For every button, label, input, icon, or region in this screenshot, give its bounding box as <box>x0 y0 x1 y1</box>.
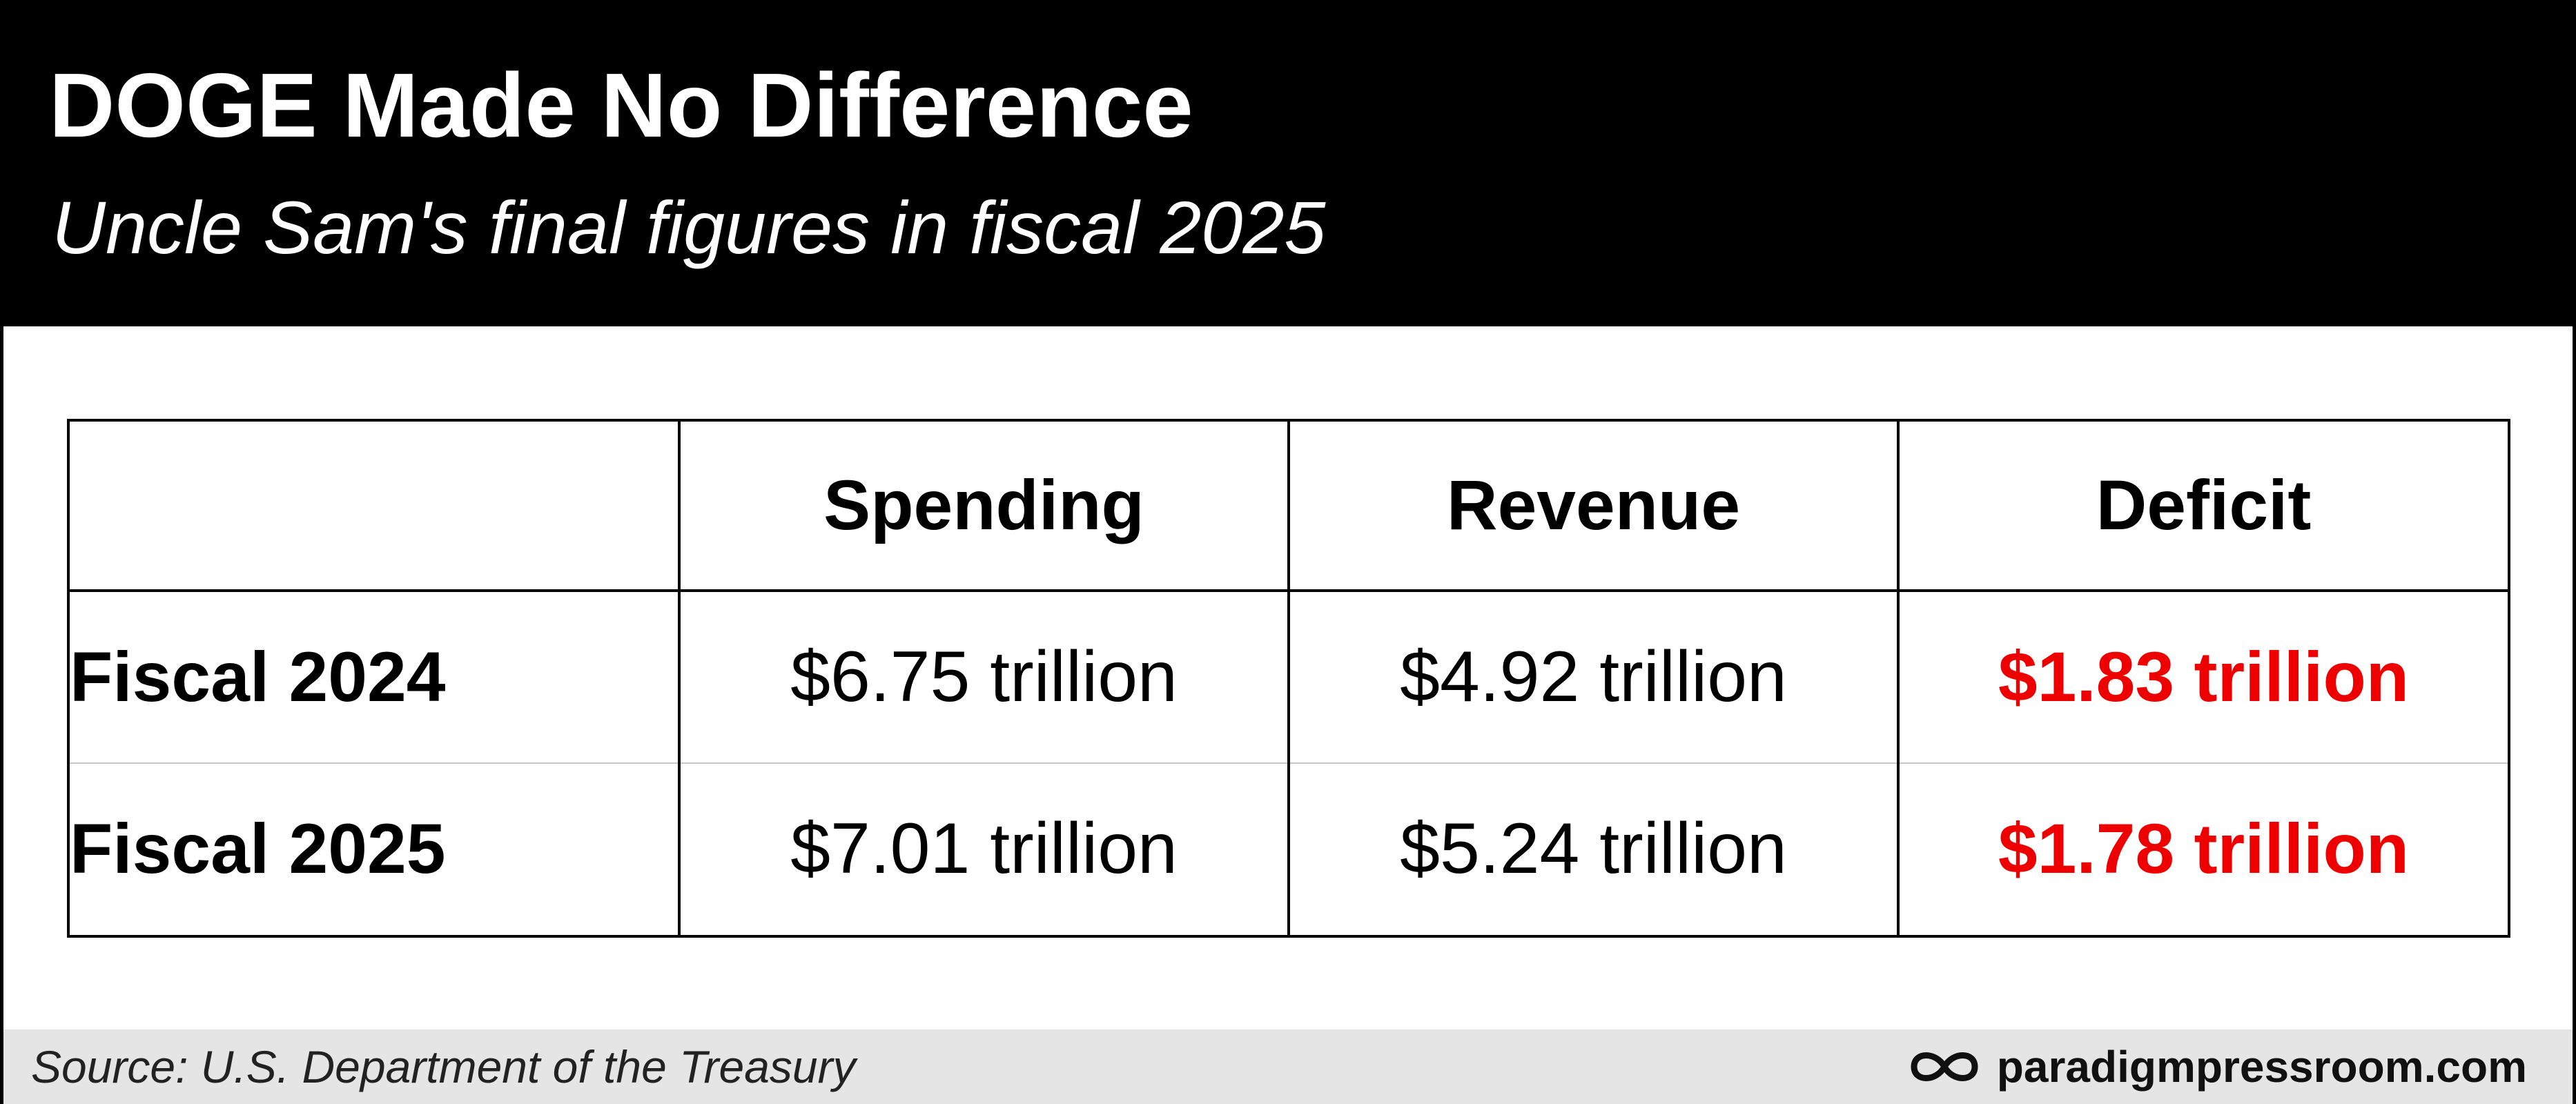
deficit-value-2024: $1.83 trillion <box>1898 591 2508 764</box>
source-note: Source: U.S. Department of the Treasury <box>31 1041 856 1092</box>
header-cell-deficit: Deficit <box>1898 422 2508 593</box>
table-header-row: Spending Revenue Deficit <box>70 422 2508 593</box>
revenue-value-2024: $4.92 trillion <box>1289 591 1900 764</box>
infinity-icon <box>1911 1052 1978 1081</box>
chart-subtitle: Uncle Sam's final figures in fiscal 2025 <box>52 186 1326 269</box>
spending-value-2025: $7.01 trillion <box>679 762 1290 935</box>
brand: paradigmpressroom.com <box>1909 1029 2527 1104</box>
footer-bar: Source: U.S. Department of the Treasury … <box>3 1029 2573 1104</box>
row-label-fiscal-2024: Fiscal 2024 <box>70 591 681 764</box>
header-cell-blank <box>70 422 681 593</box>
header-banner: DOGE Made No Difference Uncle Sam's fina… <box>3 3 2573 326</box>
revenue-value-2025: $5.24 trillion <box>1289 762 1900 935</box>
brand-url: paradigmpressroom.com <box>1996 1042 2527 1092</box>
budget-table-grid: Spending Revenue Deficit Fiscal 2024 $6.… <box>70 422 2508 935</box>
table-row: Fiscal 2024 $6.75 trillion $4.92 trillio… <box>70 591 2508 764</box>
header-cell-spending: Spending <box>679 422 1290 593</box>
budget-table: Spending Revenue Deficit Fiscal 2024 $6.… <box>67 419 2510 938</box>
row-label-fiscal-2025: Fiscal 2025 <box>70 762 681 935</box>
spending-value-2024: $6.75 trillion <box>679 591 1290 764</box>
chart-title: DOGE Made No Difference <box>49 55 1193 156</box>
deficit-value-2025: $1.78 trillion <box>1998 809 2410 889</box>
header-cell-revenue: Revenue <box>1289 422 1900 593</box>
table-row: Fiscal 2025 $7.01 trillion $5.24 trillio… <box>70 762 2508 935</box>
